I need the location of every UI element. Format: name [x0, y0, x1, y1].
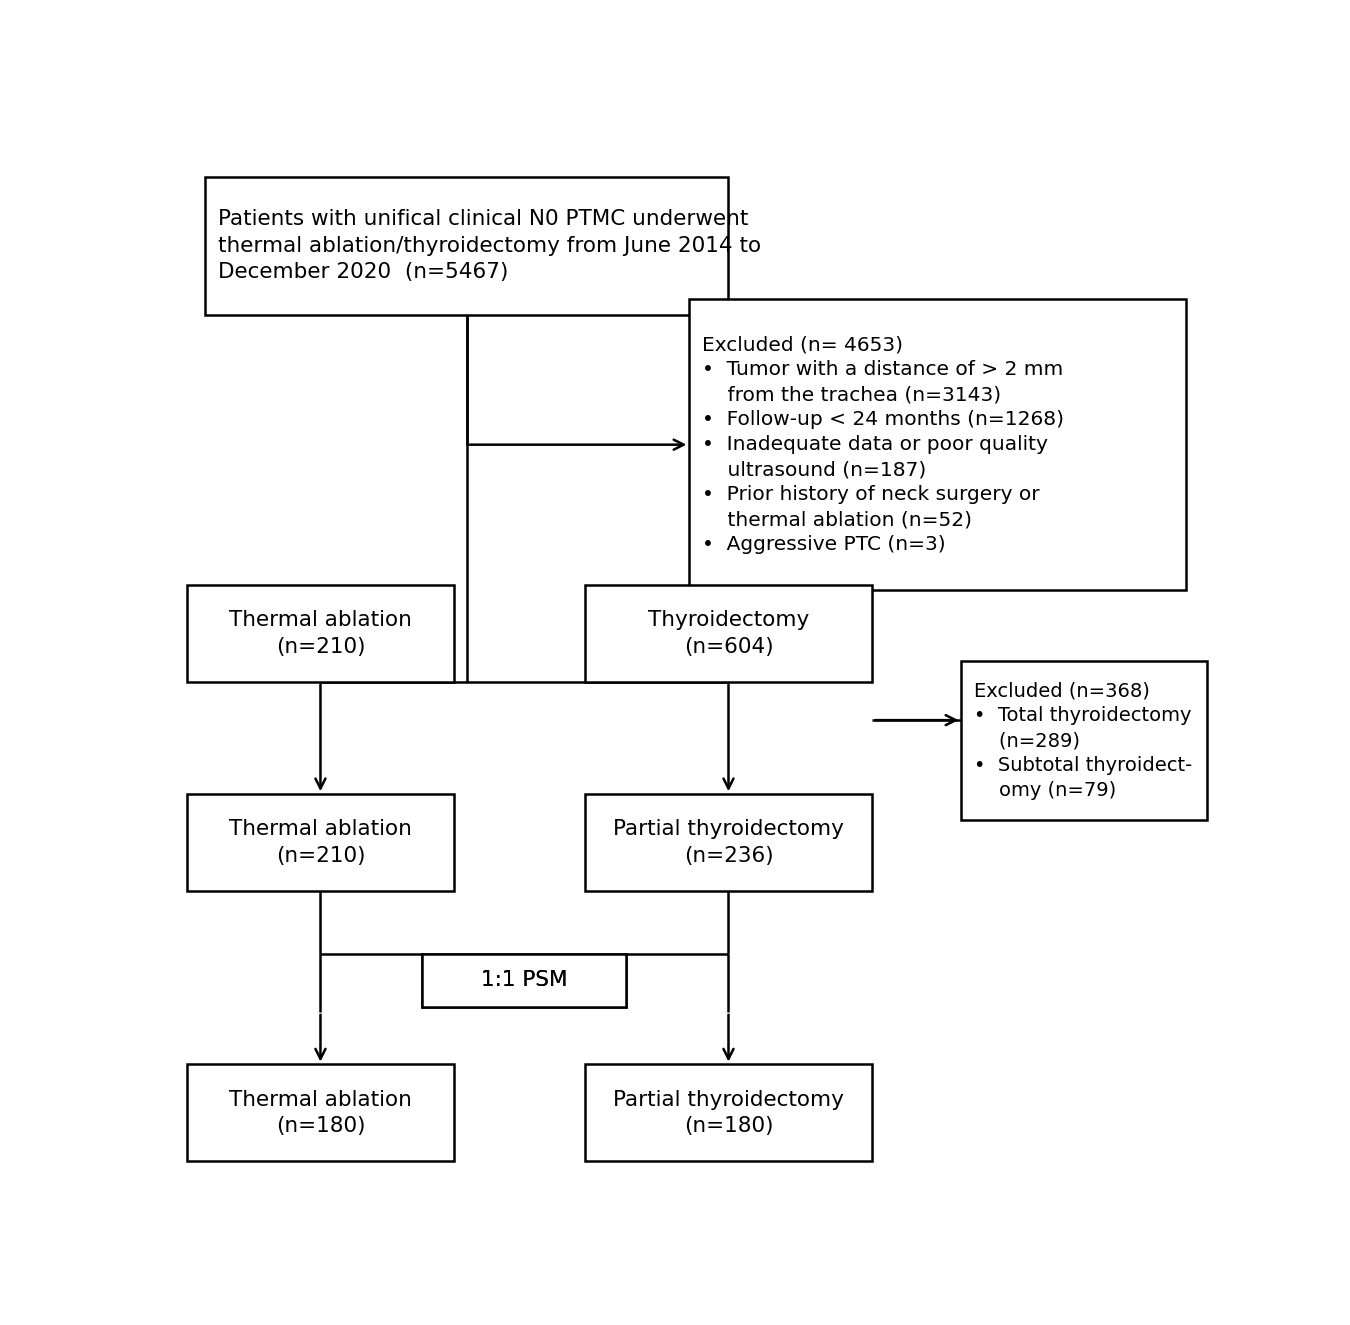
Text: 1:1 PSM: 1:1 PSM [481, 970, 568, 990]
Bar [585, 584, 872, 682]
Bar [690, 299, 1187, 590]
Text: Thermal ablation
(n=210): Thermal ablation (n=210) [230, 819, 412, 865]
Text: Excluded (n=368)
•  Total thyroidectomy
    (n=289)
•  Subtotal thyroidect-
    : Excluded (n=368) • Total thyroidectomy (… [973, 681, 1192, 800]
Bar [423, 954, 626, 1007]
Text: Thyroidectomy
(n=604): Thyroidectomy (n=604) [648, 611, 809, 657]
Text: Thermal ablation
(n=180): Thermal ablation (n=180) [230, 1089, 412, 1136]
Text: Patients with unifical clinical N0 PTMC underwent
thermal ablation/thyroidectomy: Patients with unifical clinical N0 PTMC … [217, 209, 761, 282]
Bar [188, 794, 454, 890]
Bar [188, 584, 454, 682]
Bar [423, 954, 626, 1007]
Text: 1:1 PSM: 1:1 PSM [481, 970, 568, 990]
Bar [205, 176, 729, 314]
Bar [961, 661, 1207, 820]
Text: Thermal ablation
(n=210): Thermal ablation (n=210) [230, 611, 412, 657]
Bar [585, 794, 872, 890]
Text: Excluded (n= 4653)
•  Tumor with a distance of > 2 mm
    from the trachea (n=31: Excluded (n= 4653) • Tumor with a distan… [702, 335, 1064, 554]
Bar [585, 1064, 872, 1162]
Text: Partial thyroidectomy
(n=180): Partial thyroidectomy (n=180) [613, 1089, 844, 1136]
Text: Partial thyroidectomy
(n=236): Partial thyroidectomy (n=236) [613, 819, 844, 865]
Bar [188, 1064, 454, 1162]
